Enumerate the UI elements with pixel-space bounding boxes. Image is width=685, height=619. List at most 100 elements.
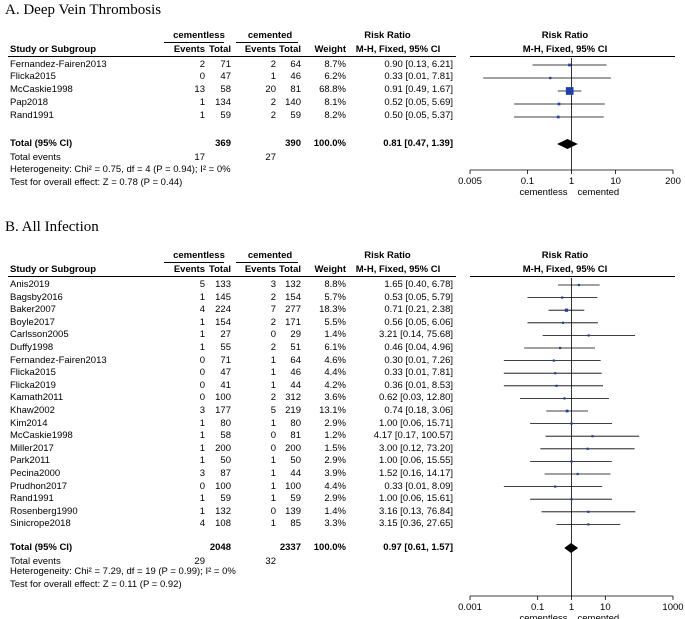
total-1: 58 [220, 84, 231, 95]
panel-b-group2-header: cemented [247, 250, 293, 261]
study-name: Fernandez-Fairen2013 [10, 354, 107, 366]
panel-b-study-point [561, 296, 564, 299]
events-2: 2 [270, 316, 276, 328]
risk-ratio-ci: 3.15 [0.36, 27.65] [379, 518, 453, 530]
panel-a-tick-label: 0.1 [521, 176, 534, 187]
panel-b-study-point [587, 334, 590, 337]
study-name: Pap2018 [10, 97, 49, 108]
panel-b-total2-header: Total [279, 264, 301, 275]
total-n2: 2337 [279, 542, 301, 553]
panel-b-events2-header: Events [244, 264, 276, 275]
risk-ratio-ci: 0.56 [0.05, 6.06] [384, 316, 453, 328]
total-ci: 0.81 [0.47, 1.39] [383, 138, 453, 149]
total-weight: 100.0% [313, 138, 346, 149]
risk-ratio-ci: 0.90 [0.13, 6.21] [384, 59, 453, 70]
total-2: 64 [290, 354, 301, 366]
risk-ratio-ci: 1.00 [0.06, 15.61] [379, 493, 453, 505]
study-name: Sinicrope2018 [10, 518, 71, 530]
panel-b-heterogeneity: Heterogeneity: Chi² = 7.29, df = 19 (P =… [10, 566, 236, 577]
events-1: 4 [199, 518, 205, 530]
study-name: Kamath2011 [10, 392, 64, 404]
weight: 1.4% [324, 505, 346, 517]
events-2: 1 [270, 367, 276, 379]
weight: 3.3% [324, 518, 346, 530]
panel-a-total-events-label: Total events [10, 152, 61, 163]
events-1: 0 [199, 480, 205, 492]
panel-a-tick-label: 1 [569, 176, 574, 187]
total-1: 154 [215, 316, 231, 328]
panel-b-study-point [554, 372, 557, 375]
weight: 4.2% [324, 379, 346, 391]
total-2: 44 [290, 379, 301, 391]
events-1: 1 [199, 316, 205, 328]
total-2: 85 [290, 518, 301, 530]
events-1: 1 [199, 110, 205, 121]
risk-ratio-ci: 1.00 [0.06, 15.55] [379, 455, 453, 467]
total-1: 100 [215, 480, 231, 492]
risk-ratio-ci: 3.16 [0.13, 76.84] [379, 505, 453, 517]
events-1: 0 [199, 379, 205, 391]
total-1: 134 [215, 97, 231, 108]
weight: 4.4% [324, 480, 346, 492]
risk-ratio-ci: 0.71 [0.21, 2.38] [384, 304, 453, 316]
study-name: Park2011 [10, 455, 50, 467]
events-1: 0 [199, 71, 205, 82]
panel-a-risk-ratio-header: Risk Ratio [364, 30, 411, 41]
panel-b-total-events-2: 32 [265, 556, 276, 567]
events-1: 1 [199, 329, 205, 341]
events-1: 1 [199, 442, 205, 454]
panel-b-study-header: Study or Subgroup [10, 264, 97, 275]
total-2: 59 [290, 110, 301, 121]
panel-b-study-point [558, 346, 562, 350]
weight: 4.4% [324, 367, 346, 379]
weight: 8.7% [324, 59, 346, 70]
study-name: Pecina2000 [10, 468, 61, 479]
events-2: 1 [270, 71, 276, 82]
panel-b-tick-label: 1 [569, 602, 574, 613]
events-2: 0 [270, 442, 276, 454]
panel-b-risk-ratio-header: Risk Ratio [364, 250, 411, 261]
events-1: 1 [199, 455, 205, 467]
weight: 1.5% [324, 442, 346, 454]
events-1: 1 [199, 342, 205, 353]
risk-ratio-ci: 4.17 [0.17, 100.57] [373, 430, 453, 442]
events-2: 1 [270, 493, 276, 505]
events-1: 1 [199, 430, 205, 442]
risk-ratio-ci: 0.46 [0.04, 4.96] [384, 342, 453, 353]
weight: 3.9% [324, 468, 346, 479]
study-name: Bagsby2016 [10, 291, 63, 303]
total-2: 139 [285, 505, 301, 517]
study-name: Flicka2019 [10, 379, 56, 391]
total-n2: 390 [285, 138, 301, 149]
panel-b-study-point [570, 498, 573, 501]
total-2: 51 [290, 342, 301, 353]
total-1: 58 [220, 430, 231, 442]
panel-a-total2-header: Total [279, 44, 301, 55]
panel-b-plot-header-rule [470, 276, 675, 277]
weight: 68.8% [319, 84, 346, 95]
total-2: 80 [290, 417, 301, 429]
weight: 18.3% [319, 304, 346, 316]
panel-b-title: B. All Infection [5, 219, 99, 235]
weight: 13.1% [319, 405, 346, 416]
total-2: 132 [285, 279, 301, 290]
risk-ratio-ci: 0.62 [0.03, 12.80] [379, 392, 453, 404]
panel-b-study-point [577, 283, 580, 287]
events-2: 3 [270, 279, 276, 290]
study-name: McCaskie1998 [10, 430, 73, 442]
total-2: 46 [290, 71, 301, 82]
panel-b-group2-underline [236, 262, 298, 263]
panel-b-study-point [570, 460, 573, 463]
panel-b-total1-header: Total [209, 264, 231, 275]
panel-a-group2-header: cemented [247, 30, 293, 41]
panel-b-study-point [561, 321, 565, 324]
panel-a-study-header: Study or Subgroup [10, 44, 97, 55]
events-1: 1 [199, 291, 205, 303]
risk-ratio-ci: 0.33 [0.01, 7.81] [384, 71, 453, 82]
panel-b-total-events-label: Total events [10, 556, 61, 567]
total-1: 59 [220, 493, 231, 505]
events-1: 1 [199, 417, 205, 429]
events-1: 0 [199, 354, 205, 366]
panel-a-study-point [556, 115, 560, 119]
